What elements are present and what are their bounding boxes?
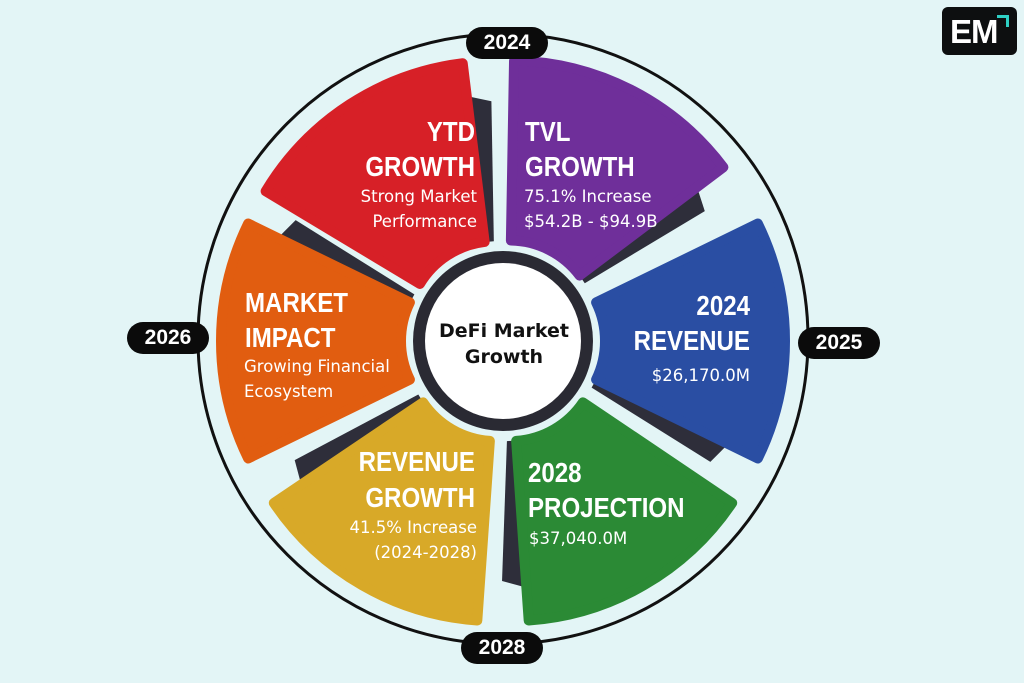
center-title-line1: DeFi Market bbox=[439, 320, 569, 342]
segment-market-impact bbox=[216, 218, 415, 464]
projection-2028-value: $37,040.0M bbox=[529, 529, 628, 548]
projection-2028-title-line1: 2028 bbox=[528, 457, 582, 488]
center-title-line2: Growth bbox=[464, 346, 544, 368]
tvl-growth-subtitle-line1: 75.1% Increase bbox=[524, 187, 652, 206]
segment-ytd bbox=[260, 58, 490, 289]
market-impact-title-line2: IMPACT bbox=[245, 322, 336, 353]
segment-group bbox=[216, 55, 790, 626]
revenue-2024-title-line2: REVENUE bbox=[633, 325, 750, 356]
revenue-growth-subtitle-line1: 41.5% Increase bbox=[349, 518, 478, 537]
segment-revenue2024 bbox=[591, 218, 790, 464]
brand-logo: EM bbox=[942, 7, 1017, 55]
logo-accent-mark bbox=[997, 15, 1009, 27]
market-impact-subtitle-line1: Growing Financial bbox=[244, 357, 390, 376]
revenue-2024-title-line1: 2024 bbox=[696, 290, 750, 321]
year-badge-right: 2025 bbox=[798, 327, 880, 359]
year-badge-top: 2024 bbox=[466, 27, 548, 59]
logo-text: EM bbox=[950, 13, 998, 50]
revenue-growth-subtitle-line2: (2024-2028) bbox=[374, 543, 477, 562]
ytd-growth-title-line1: YTD bbox=[426, 116, 475, 147]
market-impact-title-line1: MARKET bbox=[245, 287, 348, 318]
year-badge-left: 2026 bbox=[127, 322, 209, 354]
hub-circle bbox=[425, 263, 581, 419]
year-badge-bottom: 2028 bbox=[461, 632, 543, 664]
tvl-growth-title-line2: GROWTH bbox=[525, 151, 635, 182]
market-impact-subtitle-line2: Ecosystem bbox=[244, 382, 334, 401]
tvl-growth-subtitle-line2: $54.2B - $94.9B bbox=[524, 212, 658, 231]
ytd-growth-subtitle-line2: Performance bbox=[372, 212, 477, 231]
ytd-growth-title-line2: GROWTH bbox=[365, 151, 475, 182]
segment-tvl bbox=[505, 55, 729, 281]
revenue-2024-value: $26,170.0M bbox=[651, 366, 750, 385]
center-title: DeFi Market Growth bbox=[424, 318, 584, 370]
segment-projection2028 bbox=[511, 397, 738, 626]
ytd-growth-subtitle-line1: Strong Market bbox=[360, 187, 477, 206]
projection-2028-title-line2: PROJECTION bbox=[528, 492, 685, 523]
revenue-growth-title-line1: REVENUE bbox=[358, 446, 475, 477]
segment-revenue-growth bbox=[268, 397, 495, 626]
revenue-growth-title-line2: GROWTH bbox=[365, 482, 475, 513]
tvl-growth-title-line1: TVL bbox=[525, 116, 571, 147]
